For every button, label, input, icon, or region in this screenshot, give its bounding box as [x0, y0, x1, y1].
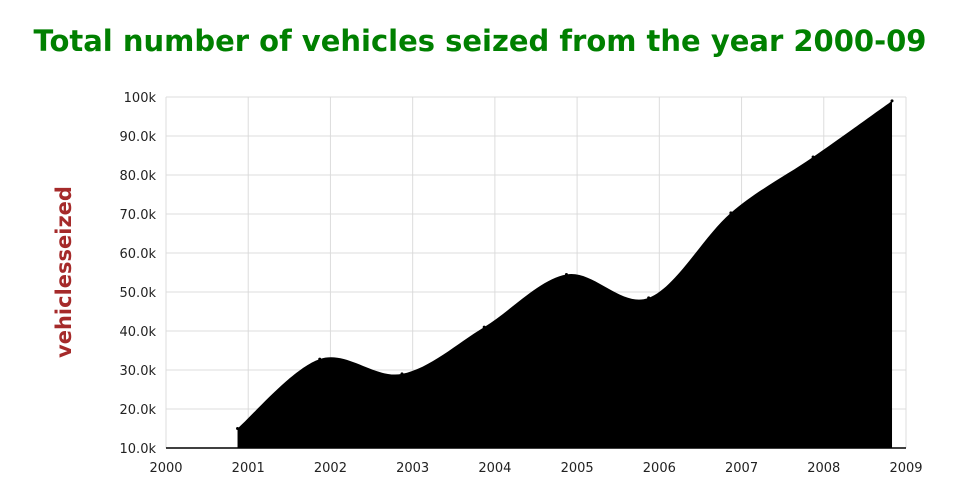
x-tick-label: 2000 [149, 461, 182, 476]
x-tick-label: 2007 [725, 461, 758, 476]
data-point [647, 296, 651, 300]
chart-title: Total number of vehicles seized from the… [33, 24, 927, 58]
area-series [237, 100, 893, 449]
y-tick-label: 40.0k [120, 325, 157, 340]
x-tick-label: 2001 [232, 461, 265, 476]
data-point [236, 427, 240, 430]
x-tick-label: 2005 [561, 461, 594, 476]
data-point [400, 372, 404, 376]
x-tick-label: 2002 [314, 461, 347, 476]
x-tick-label: 2003 [396, 461, 429, 476]
data-point [811, 155, 815, 159]
y-tick-label: 70.0k [120, 208, 157, 223]
data-point [564, 272, 568, 276]
data-point [729, 211, 733, 215]
y-tick-label: 90.0k [120, 130, 157, 145]
data-point [318, 357, 322, 361]
y-tick-label: 10.0k [120, 442, 157, 457]
x-tick-label: 2009 [889, 461, 922, 476]
y-tick-label: 30.0k [120, 364, 157, 379]
data-point [890, 99, 894, 103]
x-tick-label: 2006 [643, 461, 676, 476]
y-tick-label: 100k [124, 91, 157, 106]
y-tick-label: 80.0k [120, 169, 157, 184]
x-tick-label: 2004 [478, 461, 511, 476]
y-tick-label: 60.0k [120, 247, 157, 262]
x-tick-label: 2008 [807, 461, 840, 476]
y-tick-label: 20.0k [120, 403, 157, 418]
data-point [482, 325, 486, 329]
y-tick-label: 50.0k [120, 286, 157, 301]
